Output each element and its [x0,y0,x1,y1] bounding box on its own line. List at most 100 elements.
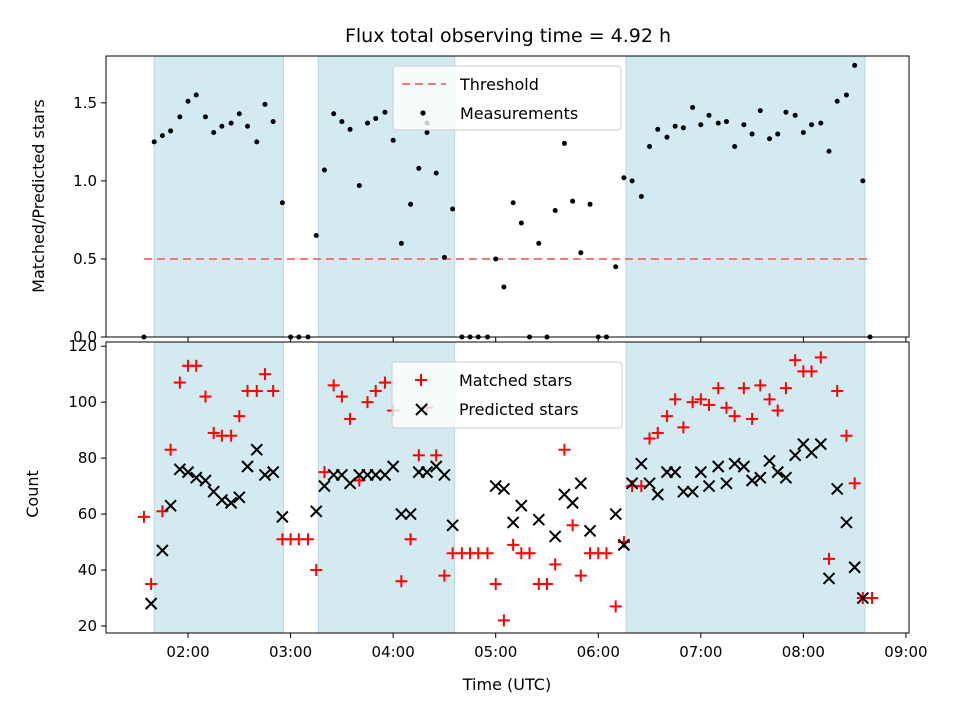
matched-star-point [233,410,246,423]
matched-star-point [737,382,750,395]
measurement-point [441,254,447,260]
predicted-star-point [754,471,767,484]
measurement-point [792,112,798,118]
predicted-star-point [181,465,195,479]
predicted-star-point [737,460,751,473]
matched-star-point [523,547,536,560]
predicted-star-point [506,516,520,529]
observing-interval-1 [153,55,284,338]
matched-star-point [164,443,177,456]
predicted-star-point [532,513,545,526]
measurement-point [424,129,430,135]
ratio-y-tick-label: 0.0 [73,328,97,346]
predicted-star-point [720,477,733,490]
measurement-point [254,139,260,145]
measurement-point [168,128,174,134]
matched-star-point [395,575,408,588]
measurement-point [783,109,789,115]
count-y-tick-label: 40 [78,561,97,579]
matched-star-point [225,429,238,442]
matched-star-point [558,443,571,456]
measurement-point [723,119,729,125]
predicted-star-point [566,496,579,510]
measurement-point [638,194,644,199]
measurement-points [141,62,873,340]
measurement-point [629,178,635,184]
measurement-point [680,125,686,131]
ratio-panel: 0.0 0.5 1.0 1.5 Matched/Predicted stars Thr… [29,55,910,346]
threshold-legend-label: Threshold [459,75,539,94]
predicted-star-point [548,530,562,543]
measurement-point [613,264,619,270]
measurement-point [809,122,815,128]
ratio-legend: Threshold Measurements [392,65,622,131]
count-panel: 20 40 60 80 100 120 02:00 03:00 04:00 05:00 06:00… [23,337,928,694]
matched-star-point [703,398,716,411]
measurement-point [202,114,208,120]
predicted-star-point [856,591,870,605]
matched-star-point [344,412,357,425]
predicted-star-point [224,496,238,510]
measurement-point [690,105,696,111]
matched-star-point [720,401,733,414]
measurement-point [339,119,345,125]
predicted-star-point [190,471,203,484]
matched-star-point [267,384,280,397]
measurement-point [416,165,422,171]
observing-intervals-bottom [153,341,866,634]
x-tick-label: 04:00 [372,643,415,661]
measurement-point [757,108,763,114]
measurement-point [321,167,327,173]
ratio-y-tick-label: 1.5 [73,94,97,112]
predicted-star-point [173,463,187,476]
matched-star-point [866,592,879,605]
x-tick-label: 02:00 [166,643,209,661]
measurement-point [219,123,225,129]
predicted-star-point [369,468,382,482]
measurement-point [570,198,576,204]
matched-star-point [643,432,656,445]
chart-title: Flux total observing time = 4.92 h [345,25,671,47]
matched-star-point [497,614,510,627]
matched-star-point [677,421,690,434]
x-tick-label: 08:00 [782,643,825,661]
measurement-point [800,129,806,135]
matched-star-point [145,578,158,591]
count-y-tick-label: 20 [78,617,97,635]
measurement-point [818,120,824,126]
measurement-point [159,133,165,139]
ratio-y-axis-label: Matched/Predicted stars [29,99,48,293]
measurement-point [655,126,661,132]
measurement-point [185,98,191,104]
measurement-point [698,122,704,128]
matched-star-point [173,376,186,389]
predicted-star-point [712,460,725,473]
measurement-point [270,119,276,125]
predicted-star-point [497,482,511,496]
measurement-point [834,98,840,104]
measurement-point [647,144,653,150]
matched-star-point [404,533,417,546]
measurement-point [373,115,379,121]
predicted-star-point [241,460,254,473]
matched-legend-swatch [415,374,427,386]
predicted-star-point [515,499,528,512]
measurement-point [664,134,670,140]
matched-star-point [250,384,263,397]
measurement-point [578,250,584,256]
matched-star-point [609,600,622,613]
measurement-point [536,240,542,246]
predicted-star-point [489,479,502,493]
measurement-point [177,114,183,120]
predicted-star-point [635,457,648,470]
measurement-point [715,120,721,126]
predicted-star-point [771,465,784,479]
measurement-point [749,131,755,137]
count-y-axis-label: Count [23,470,42,518]
matched-star-point [335,390,348,403]
predicted-star-point [694,465,708,479]
measurement-point [236,111,242,117]
measurement-point [501,284,507,290]
ratio-y-tick-label: 0.5 [73,250,97,268]
x-tick-label: 06:00 [577,643,620,661]
